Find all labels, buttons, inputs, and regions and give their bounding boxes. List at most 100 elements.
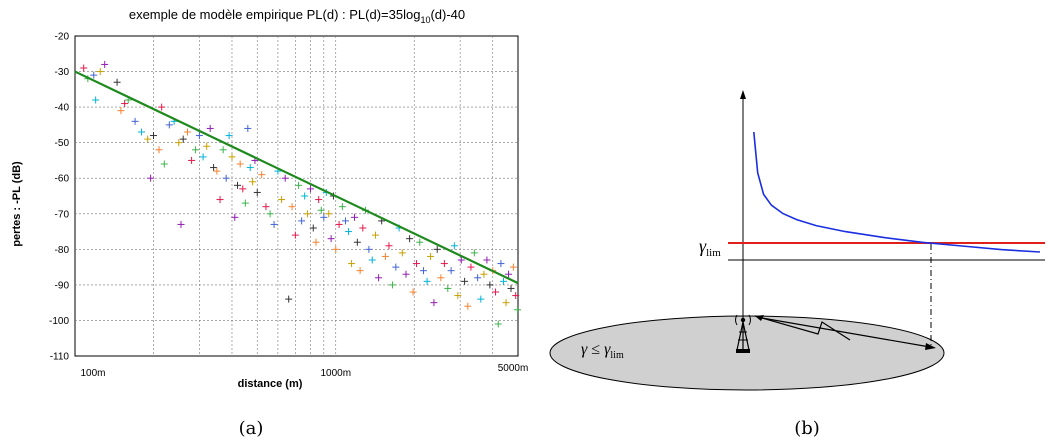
antenna-icon	[735, 314, 751, 353]
data-point-82	[365, 245, 373, 253]
chart-a-title: exemple de modèle empirique PL(d) : PL(d…	[129, 7, 465, 25]
data-point-65	[317, 206, 325, 214]
data-point-109	[457, 256, 465, 264]
y-tick-label-2: -40	[55, 103, 70, 114]
data-point-74	[342, 217, 350, 225]
data-point-2	[90, 71, 98, 79]
data-point-30	[210, 164, 218, 172]
data-point-129	[514, 306, 522, 314]
x-tick-label-1: 1000m	[320, 368, 351, 379]
data-point-88	[385, 242, 393, 250]
data-point-94	[406, 235, 414, 243]
data-point-62	[309, 224, 317, 232]
data-point-43	[246, 164, 254, 172]
data-point-17	[160, 160, 168, 168]
data-point-110	[461, 277, 469, 285]
data-point-68	[325, 210, 333, 218]
data-point-59	[301, 192, 309, 200]
data-point-100	[427, 252, 435, 260]
data-point-128	[512, 292, 520, 300]
data-point-49	[266, 210, 274, 218]
data-point-96	[412, 260, 420, 268]
data-point-25	[192, 146, 200, 154]
data-point-6	[113, 78, 121, 86]
caption-b: (b)	[794, 418, 820, 439]
x-tick-label-2: 5000m	[498, 363, 529, 374]
plot-area-a	[74, 35, 519, 357]
y-tick-label-3: -50	[55, 138, 70, 149]
y-tick-label-4: -60	[55, 174, 70, 185]
data-point-103	[437, 274, 445, 282]
data-point-63	[312, 238, 320, 246]
data-point-73	[338, 203, 346, 211]
data-point-126	[507, 284, 515, 292]
data-point-37	[231, 213, 239, 221]
data-point-8	[121, 100, 129, 108]
data-point-79	[356, 267, 364, 275]
data-point-27	[199, 153, 207, 161]
y-tick-label-6: -80	[55, 245, 70, 256]
data-point-10	[131, 117, 139, 125]
data-point-115	[477, 295, 485, 303]
data-point-56	[291, 231, 299, 239]
data-point-57	[295, 181, 303, 189]
y-tick-label-7: -90	[55, 280, 70, 291]
data-point-61	[306, 185, 314, 193]
y-tick-labels-a: -20 -30 -40 -50 -60 -70 -80 -90 -100 -110	[49, 32, 69, 363]
data-point-107	[450, 242, 458, 250]
data-point-35	[225, 132, 233, 140]
data-point-52	[278, 196, 286, 204]
gamma-lim-label: γlim	[699, 236, 721, 259]
data-point-60	[304, 210, 312, 218]
data-point-120	[492, 288, 500, 296]
data-point-121	[494, 320, 502, 328]
y-tick-label-0: -20	[55, 32, 70, 43]
data-point-33	[219, 146, 227, 154]
data-point-101	[430, 299, 438, 307]
data-point-13	[147, 174, 155, 182]
data-point-36	[228, 153, 236, 161]
y-tick-label-8: -100	[49, 316, 69, 327]
data-point-85	[375, 274, 383, 282]
x-tick-labels-a: 100m 1000m 5000m	[80, 363, 528, 379]
data-point-48	[262, 203, 270, 211]
data-point-84	[371, 231, 379, 239]
data-point-58	[298, 217, 306, 225]
data-point-97	[416, 238, 424, 246]
decay-curve	[753, 131, 1041, 253]
data-point-16	[158, 103, 166, 111]
data-point-46	[253, 188, 261, 196]
radius-arrow	[761, 317, 931, 348]
data-point-127	[509, 263, 517, 271]
data-point-99	[423, 277, 431, 285]
data-point-55	[288, 203, 296, 211]
y-axis-label: pertes : -PL (dB)	[11, 161, 23, 247]
data-point-39	[236, 160, 244, 168]
data-point-72	[335, 220, 343, 228]
data-point-124	[502, 299, 510, 307]
data-point-102	[433, 245, 441, 253]
data-point-77	[350, 213, 358, 221]
data-point-7	[117, 107, 125, 115]
data-point-76	[348, 260, 356, 268]
lightning-arrow-head	[755, 315, 764, 321]
data-point-4	[96, 68, 104, 76]
vertical-axis-arrow	[740, 90, 746, 99]
data-point-22	[179, 135, 187, 143]
data-point-50	[270, 220, 278, 228]
radius-arrow-head	[925, 343, 936, 350]
data-point-78	[353, 238, 361, 246]
scatter-points-a	[80, 60, 522, 328]
data-point-118	[486, 281, 494, 289]
data-point-29	[206, 124, 214, 132]
data-point-114	[474, 274, 482, 282]
data-point-38	[234, 181, 242, 189]
data-point-105	[444, 284, 452, 292]
data-point-93	[402, 270, 410, 278]
data-point-47	[258, 171, 266, 179]
data-point-69	[327, 235, 335, 243]
data-point-40	[239, 185, 247, 193]
data-point-21	[177, 220, 185, 228]
data-point-15	[155, 146, 163, 154]
data-point-3	[92, 96, 100, 104]
